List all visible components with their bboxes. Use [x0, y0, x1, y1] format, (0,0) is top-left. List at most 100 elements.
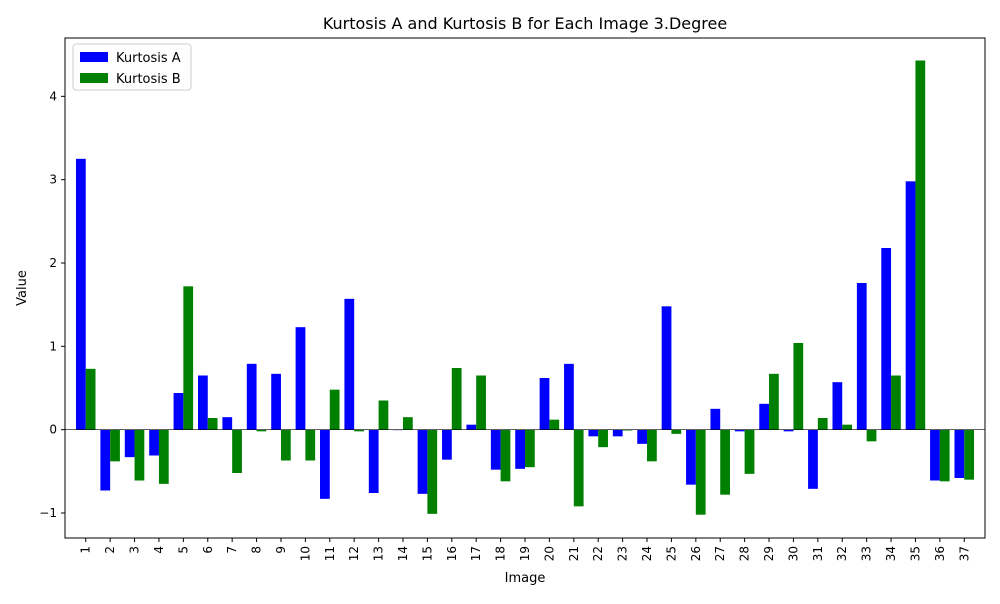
bar-kurtosis-a-26	[686, 429, 696, 485]
bar-kurtosis-b-3	[134, 429, 145, 481]
x-tick-label: 8	[250, 546, 264, 554]
bar-kurtosis-b-5	[183, 286, 194, 430]
x-axis: 1 2 3 4 5 6 7 8 9 10 11 12 13 14 15 16 17 18 19 20 21 22 23 24 2…	[79, 538, 971, 561]
bar-kurtosis-b-20	[549, 419, 560, 430]
bar-kurtosis-a-32	[832, 382, 843, 430]
y-tick-label: −1	[39, 506, 57, 520]
bar-kurtosis-b-24	[647, 429, 657, 462]
bar-kurtosis-b-17	[476, 375, 486, 430]
bar-kurtosis-a-19	[515, 429, 525, 469]
bar-kurtosis-b-2	[110, 429, 120, 462]
bar-kurtosis-a-3	[124, 429, 135, 458]
x-tick-label: 28	[738, 546, 752, 561]
bar-kurtosis-a-4	[149, 429, 159, 456]
bar-kurtosis-b-4	[158, 429, 169, 484]
y-tick-label: 2	[49, 256, 57, 270]
y-tick-label: 3	[49, 173, 57, 187]
x-tick-label: 29	[762, 546, 776, 561]
bar-kurtosis-b-13	[378, 400, 389, 430]
legend-swatch	[80, 73, 108, 83]
x-tick-label: 32	[835, 546, 849, 561]
bar-kurtosis-b-34	[891, 375, 901, 430]
bar-kurtosis-b-26	[695, 429, 706, 515]
bar-kurtosis-a-10	[295, 327, 306, 430]
x-tick-label: 18	[494, 546, 508, 561]
bar-kurtosis-b-18	[500, 429, 511, 482]
bar-kurtosis-a-15	[417, 429, 428, 494]
bars-group	[75, 60, 975, 515]
x-tick-label: 36	[933, 546, 947, 561]
bar-kurtosis-b-27	[720, 429, 730, 495]
x-tick-label: 20	[542, 546, 556, 561]
legend: Kurtosis A Kurtosis B	[72, 43, 192, 91]
x-tick-label: 23	[616, 546, 630, 561]
bar-kurtosis-a-12	[344, 298, 355, 430]
x-tick-label: 15	[420, 546, 434, 561]
bar-kurtosis-a-27	[710, 408, 721, 430]
bar-kurtosis-b-16	[451, 368, 462, 430]
bar-kurtosis-b-9	[280, 429, 291, 461]
x-tick-label: 27	[713, 546, 727, 561]
x-tick-label: 19	[518, 546, 532, 561]
bar-kurtosis-a-24	[637, 429, 648, 444]
x-tick-label: 1	[79, 546, 93, 554]
bar-kurtosis-a-35	[905, 181, 916, 430]
bar-kurtosis-b-6	[207, 418, 218, 430]
x-tick-label: 9	[274, 546, 288, 554]
x-tick-label: 24	[640, 546, 654, 561]
bar-kurtosis-b-37	[964, 429, 975, 480]
legend-swatch	[80, 52, 108, 62]
x-tick-label: 4	[152, 546, 166, 554]
bar-kurtosis-a-8	[246, 363, 257, 430]
bar-kurtosis-a-29	[759, 403, 770, 430]
bar-kurtosis-b-23	[622, 429, 633, 431]
bar-kurtosis-b-21	[573, 429, 584, 507]
bar-kurtosis-b-30	[793, 343, 804, 430]
bar-kurtosis-b-19	[525, 429, 535, 468]
y-axis-label: Value	[15, 270, 30, 306]
bar-kurtosis-b-25	[671, 429, 682, 434]
bar-kurtosis-a-20	[539, 378, 550, 430]
x-tick-label: 10	[298, 546, 312, 561]
x-axis-label: Image	[505, 571, 546, 586]
bar-kurtosis-b-8	[256, 429, 267, 432]
bar-kurtosis-a-37	[954, 429, 965, 478]
y-tick-label: 4	[49, 89, 57, 103]
bar-kurtosis-b-28	[744, 429, 755, 474]
bar-kurtosis-b-14	[402, 417, 413, 430]
bar-kurtosis-a-30	[783, 429, 794, 432]
y-tick-label: 0	[49, 423, 57, 437]
x-tick-label: 7	[225, 546, 239, 554]
chart-title: Kurtosis A and Kurtosis B for Each Image…	[323, 14, 727, 33]
legend-label: Kurtosis B	[116, 72, 181, 87]
x-tick-label: 33	[860, 546, 874, 561]
bar-kurtosis-a-9	[271, 373, 281, 430]
x-tick-label: 11	[323, 546, 337, 561]
bar-kurtosis-a-34	[881, 248, 892, 430]
bar-kurtosis-a-6	[198, 375, 208, 430]
x-tick-label: 14	[396, 546, 410, 561]
bar-kurtosis-b-36	[939, 429, 950, 482]
x-tick-label: 37	[957, 546, 971, 561]
x-tick-label: 30	[786, 546, 800, 561]
bar-kurtosis-b-33	[866, 429, 877, 442]
y-tick-label: 1	[49, 339, 57, 353]
x-tick-label: 31	[811, 546, 825, 561]
bar-kurtosis-a-13	[368, 429, 379, 493]
bar-kurtosis-a-17	[466, 424, 477, 430]
bar-kurtosis-b-11	[329, 389, 340, 430]
bar-kurtosis-b-22	[598, 429, 608, 448]
x-tick-label: 17	[469, 546, 483, 561]
bar-kurtosis-b-1	[85, 368, 96, 430]
bar-kurtosis-a-18	[490, 429, 501, 470]
x-tick-label: 34	[884, 546, 898, 561]
bar-kurtosis-b-7	[232, 429, 242, 473]
bar-kurtosis-a-2	[100, 429, 111, 491]
y-axis: −1 0 1 2 3 4	[39, 89, 65, 520]
bar-kurtosis-a-25	[661, 306, 672, 430]
bar-kurtosis-a-23	[612, 429, 623, 437]
bar-kurtosis-b-31	[817, 418, 828, 430]
bar-kurtosis-b-29	[769, 373, 779, 430]
x-tick-label: 6	[201, 546, 215, 554]
bar-kurtosis-a-31	[808, 429, 818, 489]
